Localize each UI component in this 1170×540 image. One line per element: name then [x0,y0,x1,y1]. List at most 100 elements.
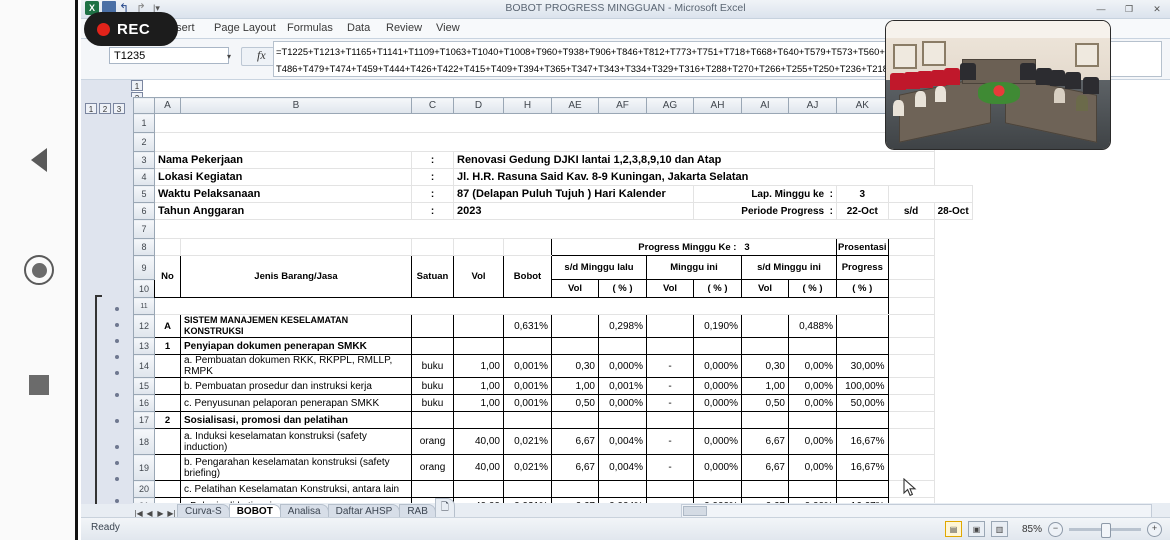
cell-vol[interactable]: 40,00 [453,454,504,481]
cell-lalu-pct[interactable]: 0,001% [598,377,647,395]
sheet-tab-daftar-ahsp[interactable]: Daftar AHSP [327,504,401,518]
sheet-tab-curva-s[interactable]: Curva-S [177,504,230,518]
cell-sd-pct[interactable]: 0,488% [788,314,837,338]
cell-ini-pct[interactable]: 0,190% [693,314,742,338]
prev-sheet-button[interactable]: ◀ [146,509,153,518]
spreadsheet-grid[interactable]: A B C D H AE AF AG AH AI AJ AK AL 1 2 3 [81,97,1170,504]
cell-lalu-pct[interactable]: 0,000% [598,354,647,378]
cell-sd-pct[interactable]: 0,00% [788,497,837,504]
table-row[interactable]: 19 b. Pengarahan keselamatan konstruksi (… [133,454,973,481]
cell-sd-vol[interactable]: 0,30 [741,354,789,378]
cell-jenis[interactable]: c. Penyusunan pelaporan penerapan SMKK [180,394,412,412]
cell-ini-pct[interactable]: 0,000% [693,428,742,455]
table-row[interactable]: 17 2 Sosialisasi, promosi dan pelatihan [133,411,973,429]
cell-lalu-vol[interactable]: 6,67 [551,454,599,481]
empty-cell[interactable] [887,394,935,412]
row-header-5[interactable]: 5 [133,185,155,203]
empty-cell[interactable] [887,297,935,315]
row-header-13[interactable]: 13 [133,337,155,355]
row-header-18[interactable]: 18 [133,428,155,455]
cell-bobot[interactable] [503,480,552,498]
cell-ini-vol[interactable] [646,480,694,498]
cell-lalu-vol[interactable] [551,314,599,338]
empty-cell[interactable] [887,377,935,395]
label-nama-pekerjaan[interactable]: Nama Pekerjaan [154,151,412,169]
cell-satuan[interactable] [411,337,454,355]
label-waktu-pelaksanaan[interactable]: Waktu Pelaksanaan [154,185,412,203]
outline-row-level-3[interactable]: 3 [113,103,125,114]
cell-sd-pct[interactable] [788,480,837,498]
cell-lalu-pct[interactable]: 0,000% [598,394,647,412]
value-lap-minggu-ke[interactable]: 3 [836,185,889,203]
cell-satuan[interactable]: buku [411,394,454,412]
column-header-C[interactable]: C [411,97,454,114]
table-row[interactable]: 15 b. Pembuatan prosedur dan instruksi ke… [133,377,973,395]
sheet-tab-bobot[interactable]: BOBOT [228,504,281,518]
cell-jenis[interactable]: Penyiapan dokumen penerapan SMKK [180,337,412,355]
column-header-A[interactable]: A [154,97,181,114]
back-triangle-icon[interactable] [0,140,78,180]
cell-jenis[interactable]: Sosialisasi, promosi dan pelatihan [180,411,412,429]
row-header-17[interactable]: 17 [133,411,155,429]
cell-satuan[interactable]: buku [411,377,454,395]
redo-icon[interactable]: ↱ [136,1,147,15]
cell-vol[interactable] [453,411,504,429]
page-break-view-icon[interactable]: ▥ [991,521,1008,537]
value-periode-from[interactable]: 22-Oct [836,202,889,220]
column-header-H[interactable]: H [503,97,552,114]
cell-progress[interactable] [836,314,889,338]
cell-vol[interactable]: 40,00 [453,428,504,455]
cell-bobot[interactable]: 0,001% [503,394,552,412]
row-header-14[interactable]: 14 [133,354,155,378]
cell-vol[interactable] [453,480,504,498]
cell-ini-pct[interactable] [693,411,742,429]
last-sheet-button[interactable]: ▶| [167,509,176,518]
cell-sd-vol[interactable] [741,314,789,338]
value-tahun-anggaran[interactable]: 2023 [453,202,694,220]
restore-button[interactable]: ❐ [1124,4,1134,14]
outline-row-levels[interactable]: 1 2 3 [85,103,125,114]
cell-lalu-vol[interactable]: 0,30 [551,354,599,378]
cell-ini-vol[interactable] [646,411,694,429]
outline-col-level-1[interactable]: 1 [131,80,143,91]
cell-no[interactable]: A [154,314,181,338]
cell-ini-vol[interactable] [646,314,694,338]
page-layout-view-icon[interactable]: ▣ [968,521,985,537]
empty-cell[interactable] [887,497,935,504]
next-sheet-button[interactable]: ▶ [157,509,164,518]
table-row[interactable]: 18 a. Induksi keselamatan konstruksi (saf… [133,428,973,455]
cell-vol[interactable] [453,337,504,355]
scrollbar-thumb[interactable] [683,506,707,516]
cell-satuan[interactable]: orang [411,428,454,455]
column-header-B[interactable]: B [180,97,412,114]
cell-jenis[interactable]: c. Pelatihan Keselamatan Konstruksi, ant… [180,480,412,498]
empty-row[interactable] [154,113,935,133]
cell-jenis[interactable]: SISTEM MANAJEMEN KESELAMATAN KONSTRUKSI [180,314,412,338]
cell-satuan[interactable] [411,411,454,429]
row-header-16[interactable]: 16 [133,394,155,412]
cell-vol[interactable]: 1,00 [453,354,504,378]
save-icon[interactable] [102,1,116,15]
cell-progress[interactable] [836,411,889,429]
label-lokasi-kegiatan[interactable]: Lokasi Kegiatan [154,168,412,186]
first-sheet-button[interactable]: |◀ [134,509,143,518]
empty-cell[interactable] [887,314,935,338]
column-header-AH[interactable]: AH [693,97,742,114]
cell-lalu-pct[interactable] [598,480,647,498]
cell-no[interactable] [154,428,181,455]
empty-cell[interactable] [887,337,935,355]
window-controls[interactable]: — ❐ ✕ [1092,2,1166,17]
empty-row[interactable] [154,132,935,152]
cell-sd-pct[interactable] [788,411,837,429]
cell-satuan[interactable]: buku [411,354,454,378]
row-header-15[interactable]: 15 [133,377,155,395]
cell-ini-pct[interactable] [693,480,742,498]
cell-progress[interactable]: 16,67% [836,454,889,481]
cell-jenis[interactable]: b. Pengarahan keselamatan konstruksi (sa… [180,454,412,481]
cell-sd-pct[interactable]: 0,00% [788,354,837,378]
table-row[interactable]: 13 1 Penyiapan dokumen penerapan SMKK [133,337,973,355]
close-button[interactable]: ✕ [1153,4,1161,14]
row-header-7[interactable]: 7 [133,219,155,239]
cell-sd-vol[interactable] [741,480,789,498]
cell-no[interactable] [154,480,181,498]
